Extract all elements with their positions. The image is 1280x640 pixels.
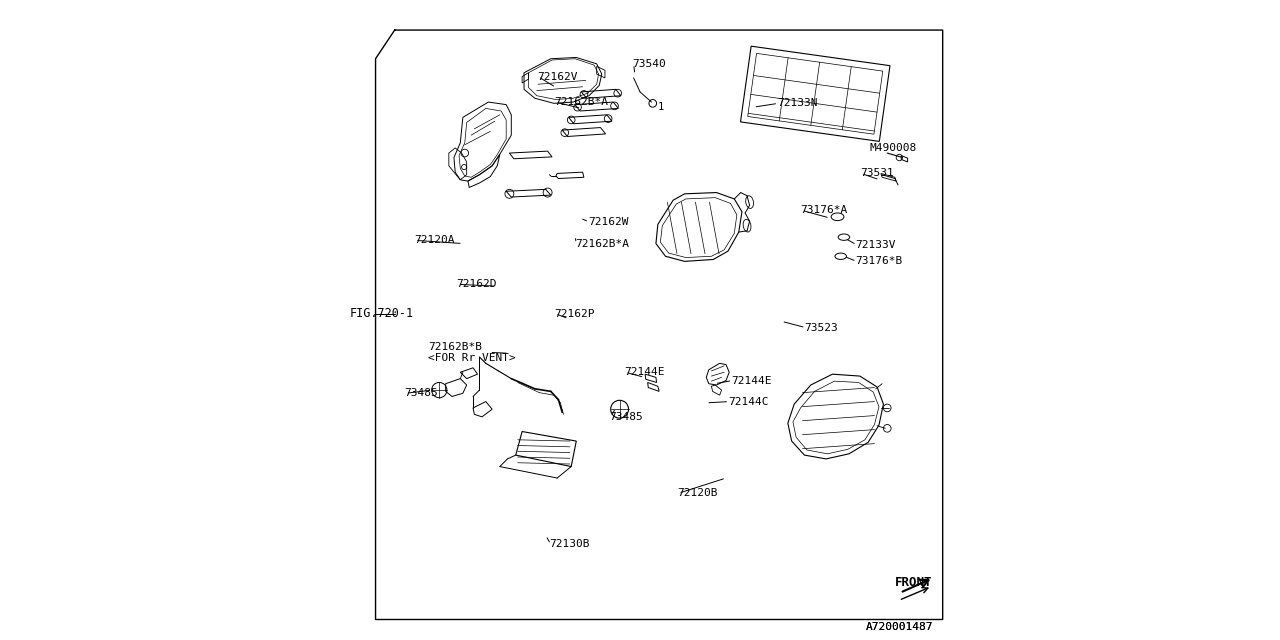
Text: 73176*B: 73176*B — [855, 257, 902, 266]
Text: 72130B: 72130B — [549, 540, 590, 549]
Text: M490008: M490008 — [869, 143, 916, 153]
Text: 72133V: 72133V — [855, 240, 896, 250]
Text: 72144E: 72144E — [731, 376, 772, 385]
Text: 72120A: 72120A — [413, 236, 454, 245]
Text: 72144E: 72144E — [625, 367, 664, 377]
Text: 72162B*A: 72162B*A — [554, 97, 608, 107]
Text: 73540: 73540 — [632, 59, 666, 69]
Text: 72144C: 72144C — [728, 397, 768, 406]
Text: 72162W: 72162W — [588, 217, 628, 227]
Text: A720001487: A720001487 — [865, 622, 933, 632]
Text: 1: 1 — [658, 102, 664, 111]
Text: FIG.720-1: FIG.720-1 — [349, 307, 415, 320]
Text: 73531: 73531 — [860, 168, 893, 179]
Text: 73485: 73485 — [404, 388, 438, 398]
Text: 72162D: 72162D — [457, 279, 497, 289]
Text: 72162P: 72162P — [554, 308, 594, 319]
Text: 72162B*A: 72162B*A — [575, 239, 628, 248]
Text: 72162B*B: 72162B*B — [429, 342, 483, 352]
Text: <FOR Rr VENT>: <FOR Rr VENT> — [429, 353, 516, 364]
Text: 72162V: 72162V — [536, 72, 577, 81]
Text: 72133N: 72133N — [777, 99, 818, 108]
Text: 73523: 73523 — [804, 323, 838, 333]
Text: 72120B: 72120B — [677, 488, 718, 499]
Text: A720001487: A720001487 — [865, 622, 933, 632]
Text: FRONT: FRONT — [895, 576, 932, 589]
Text: 73176*A: 73176*A — [800, 205, 847, 216]
Text: 73485: 73485 — [609, 412, 643, 422]
